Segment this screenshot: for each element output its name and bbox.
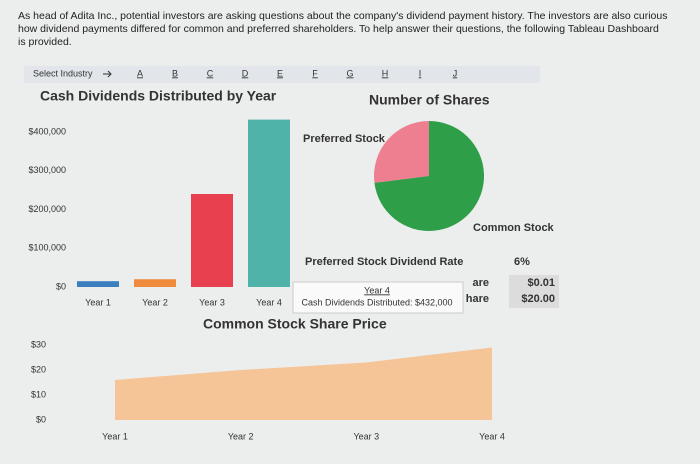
x-tick-label: Year 3 bbox=[199, 297, 225, 307]
pie-slice bbox=[374, 121, 484, 232]
filter-option[interactable]: A bbox=[137, 68, 143, 78]
bar bbox=[134, 279, 176, 287]
tooltip bbox=[292, 281, 464, 314]
slice-label: Preferred Stock bbox=[303, 133, 386, 145]
filter-option[interactable]: I bbox=[419, 68, 422, 78]
x-tick-label: Year 4 bbox=[479, 431, 505, 441]
filter-option[interactable]: C bbox=[207, 68, 214, 78]
filter-option[interactable]: H bbox=[382, 68, 389, 78]
slice-label: Common Stock bbox=[473, 222, 555, 234]
y-tick-label: $0 bbox=[56, 281, 66, 291]
y-tick-label: $200,000 bbox=[28, 204, 66, 214]
area bbox=[115, 347, 492, 420]
table-row-label: hare bbox=[466, 293, 489, 305]
rate-value: 6% bbox=[514, 256, 530, 268]
y-tick-label: $100,000 bbox=[28, 243, 66, 253]
chart-title: Cash Dividends Distributed by Year bbox=[40, 88, 277, 104]
filter-option[interactable]: B bbox=[172, 68, 178, 78]
y-tick-label: $400,000 bbox=[28, 126, 66, 136]
x-tick-label: Year 4 bbox=[256, 297, 282, 307]
tooltip-text: Cash Dividends Distributed: $432,000 bbox=[301, 297, 452, 307]
intro-text: As head of Adita Inc., potential investo… bbox=[18, 10, 668, 48]
table-row-value: $20.00 bbox=[521, 293, 555, 305]
filter-label[interactable]: Select Industry bbox=[33, 68, 93, 78]
filter-option[interactable]: F bbox=[312, 68, 318, 78]
y-tick-label: $20 bbox=[31, 364, 46, 374]
filter-arrow bbox=[103, 70, 112, 78]
bar bbox=[191, 194, 233, 287]
table-row-label: are bbox=[472, 277, 489, 289]
pie-slice bbox=[373, 121, 429, 183]
x-tick-label: Year 1 bbox=[85, 297, 111, 307]
y-tick-label: $300,000 bbox=[28, 165, 66, 175]
tooltip-title: Year 4 bbox=[364, 285, 390, 295]
x-tick-label: Year 2 bbox=[228, 431, 254, 441]
chart-title: Common Stock Share Price bbox=[203, 316, 387, 332]
filter-option[interactable]: J bbox=[453, 68, 458, 78]
x-tick-label: Year 1 bbox=[102, 431, 128, 441]
y-tick-label: $30 bbox=[31, 339, 46, 349]
filter-bar bbox=[24, 66, 540, 83]
chart-title: Number of Shares bbox=[369, 92, 490, 108]
table-row-value: $0.01 bbox=[527, 277, 555, 289]
x-tick-label: Year 2 bbox=[142, 297, 168, 307]
y-tick-label: $10 bbox=[31, 389, 46, 399]
y-tick-label: $0 bbox=[36, 414, 46, 424]
bar bbox=[77, 281, 119, 287]
filter-option[interactable]: G bbox=[346, 68, 353, 78]
bar bbox=[248, 119, 290, 287]
filter-option[interactable]: D bbox=[242, 68, 249, 78]
rate-label: Preferred Stock Dividend Rate bbox=[305, 256, 463, 268]
x-tick-label: Year 3 bbox=[353, 431, 379, 441]
table-value-cells bbox=[509, 275, 559, 308]
filter-option[interactable]: E bbox=[277, 68, 283, 78]
